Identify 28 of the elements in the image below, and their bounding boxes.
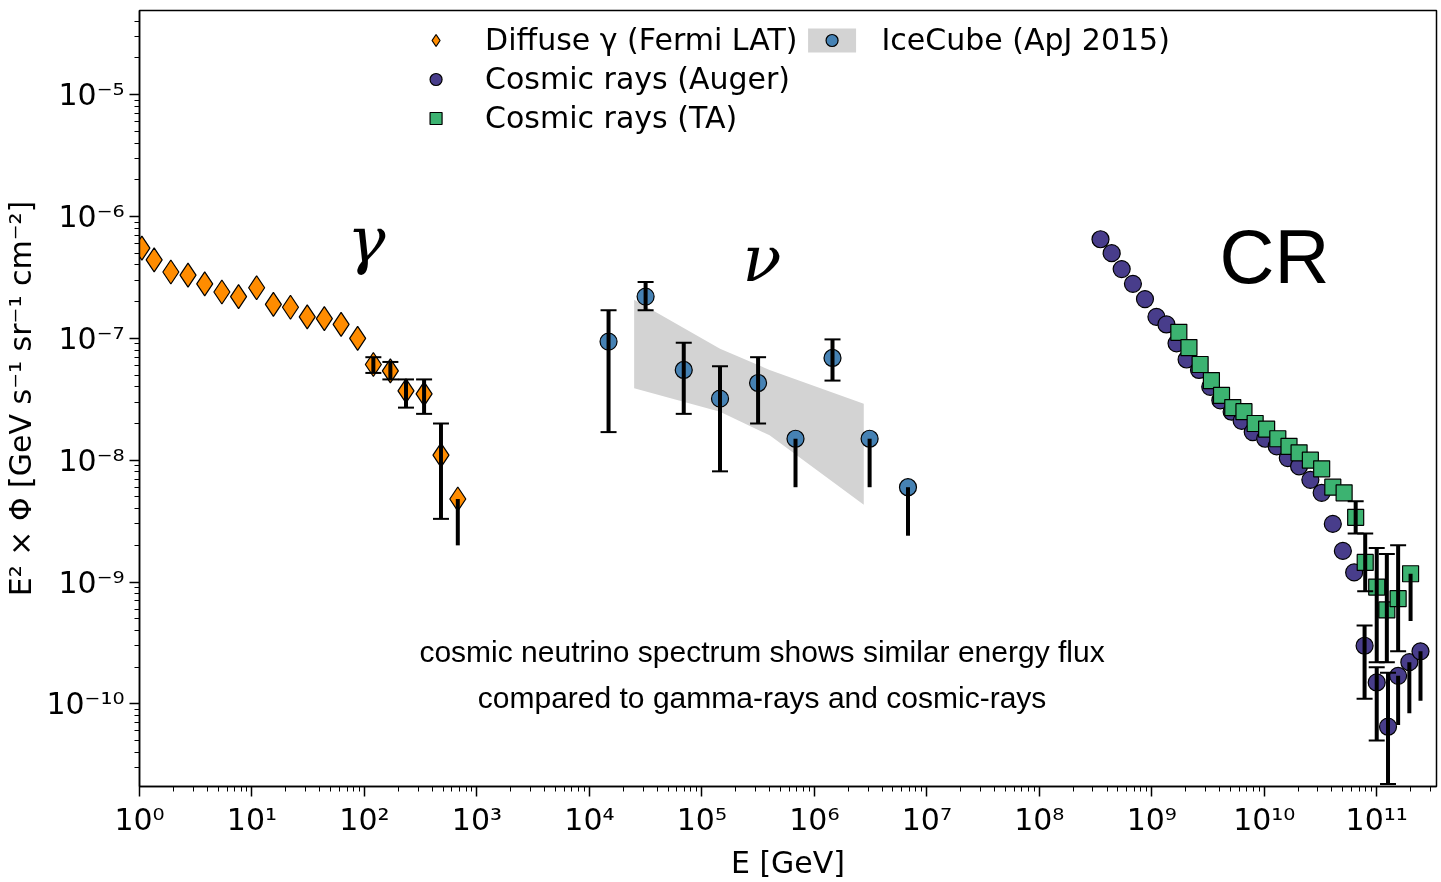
annotation: CR xyxy=(1219,214,1330,299)
y-tick-label: 10⁻¹⁰ xyxy=(46,686,125,722)
x-tick-label: 10¹ xyxy=(226,801,278,837)
y-tick-label: 10⁻⁷ xyxy=(58,320,125,356)
x-tick-label: 10¹¹ xyxy=(1345,801,1408,837)
annotation: ν xyxy=(742,221,782,296)
x-tick-label: 10³ xyxy=(451,801,503,837)
x-tick-label: 10⁶ xyxy=(789,801,840,837)
x-tick-label: 10² xyxy=(339,801,390,837)
y-tick-label: 10⁻⁶ xyxy=(58,198,125,234)
legend-label: Cosmic rays (Auger) xyxy=(485,61,791,96)
x-tick-label: 10¹⁰ xyxy=(1233,801,1296,837)
x-tick-label: 10⁹ xyxy=(1126,801,1177,837)
y-axis-title: E² × Φ [GeV s⁻¹ sr⁻¹ cm⁻²] xyxy=(3,200,39,597)
x-tick-label: 10⁰ xyxy=(114,801,165,837)
y-tick-label: 10⁻⁵ xyxy=(58,77,125,113)
y-tick-label: 10⁻⁸ xyxy=(58,442,125,478)
x-tick-label: 10⁸ xyxy=(1014,801,1065,837)
annotation: cosmic neutrino spectrum shows similar energy flux compared to gamma-rays and cosmic-rays xyxy=(419,635,1105,715)
x-axis-title: E [GeV] xyxy=(730,844,846,880)
y-tick-label: 10⁻⁹ xyxy=(58,564,125,600)
x-tick-label: 10⁵ xyxy=(676,801,727,837)
legend-label: Cosmic rays (TA) xyxy=(485,100,738,135)
legend-label: Diffuse γ (Fermi LAT) xyxy=(485,22,798,57)
legend-label: IceCube (ApJ 2015) xyxy=(881,22,1170,57)
x-tick-label: 10⁷ xyxy=(901,801,952,837)
x-tick-label: 10⁴ xyxy=(564,801,615,837)
annotation: γ xyxy=(347,202,387,277)
